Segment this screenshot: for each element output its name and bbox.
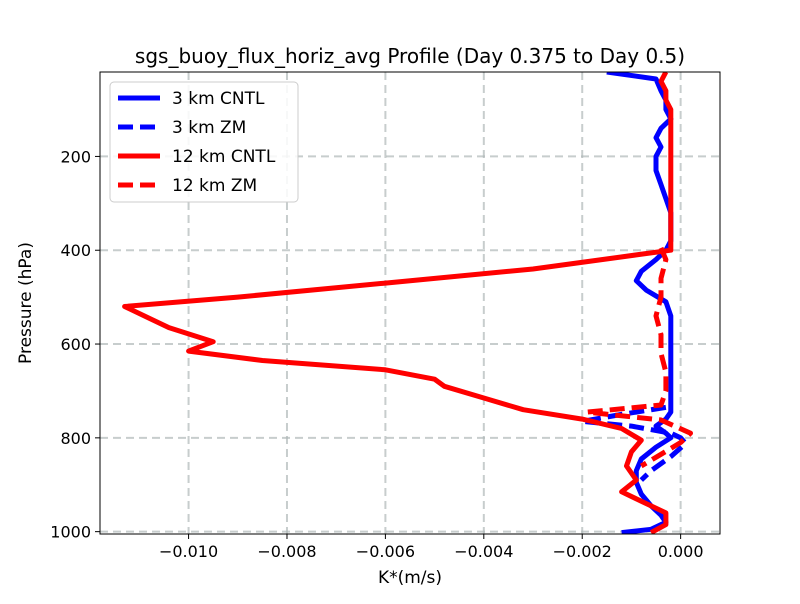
x-tick-label: 0.000 <box>658 542 704 561</box>
series-line-4 <box>584 246 693 469</box>
x-axis-label: K*(m/s) <box>378 568 442 588</box>
legend: 3 km CNTL 3 km ZM 12 km CNTL 12 km ZM <box>109 81 299 203</box>
series-line-1 <box>606 72 674 534</box>
grid-layer <box>100 72 720 534</box>
y-tick-label: 1000 <box>50 523 91 542</box>
y-tick-label: 600 <box>60 335 91 354</box>
series-line-3 <box>122 72 674 534</box>
x-tick-label: −0.004 <box>454 542 513 561</box>
legend-label-4: 12 km ZM <box>172 176 257 196</box>
plot-area <box>122 72 693 534</box>
legend-label-1: 3 km CNTL <box>172 89 265 109</box>
chart-title: sgs_buoy_flux_horiz_avg Profile (Day 0.3… <box>135 44 685 68</box>
legend-label-3: 12 km CNTL <box>172 147 276 167</box>
y-tick-label: 800 <box>60 429 91 448</box>
y-axis-label: Pressure (hPa) <box>16 242 36 364</box>
x-tick-label: −0.006 <box>356 542 415 561</box>
y-tick-label: 200 <box>60 147 91 166</box>
tick-layer: −0.010 −0.008 −0.006 −0.004 −0.002 0.000 200 40… <box>50 147 703 561</box>
y-tick-label: 400 <box>60 241 91 260</box>
x-tick-label: −0.010 <box>159 542 218 561</box>
legend-label-2: 3 km ZM <box>172 118 246 138</box>
series-line-2 <box>579 404 689 482</box>
x-tick-label: −0.008 <box>257 542 316 561</box>
x-tick-label: −0.002 <box>553 542 612 561</box>
legend-box <box>109 81 299 203</box>
axes-frame <box>99 71 721 535</box>
